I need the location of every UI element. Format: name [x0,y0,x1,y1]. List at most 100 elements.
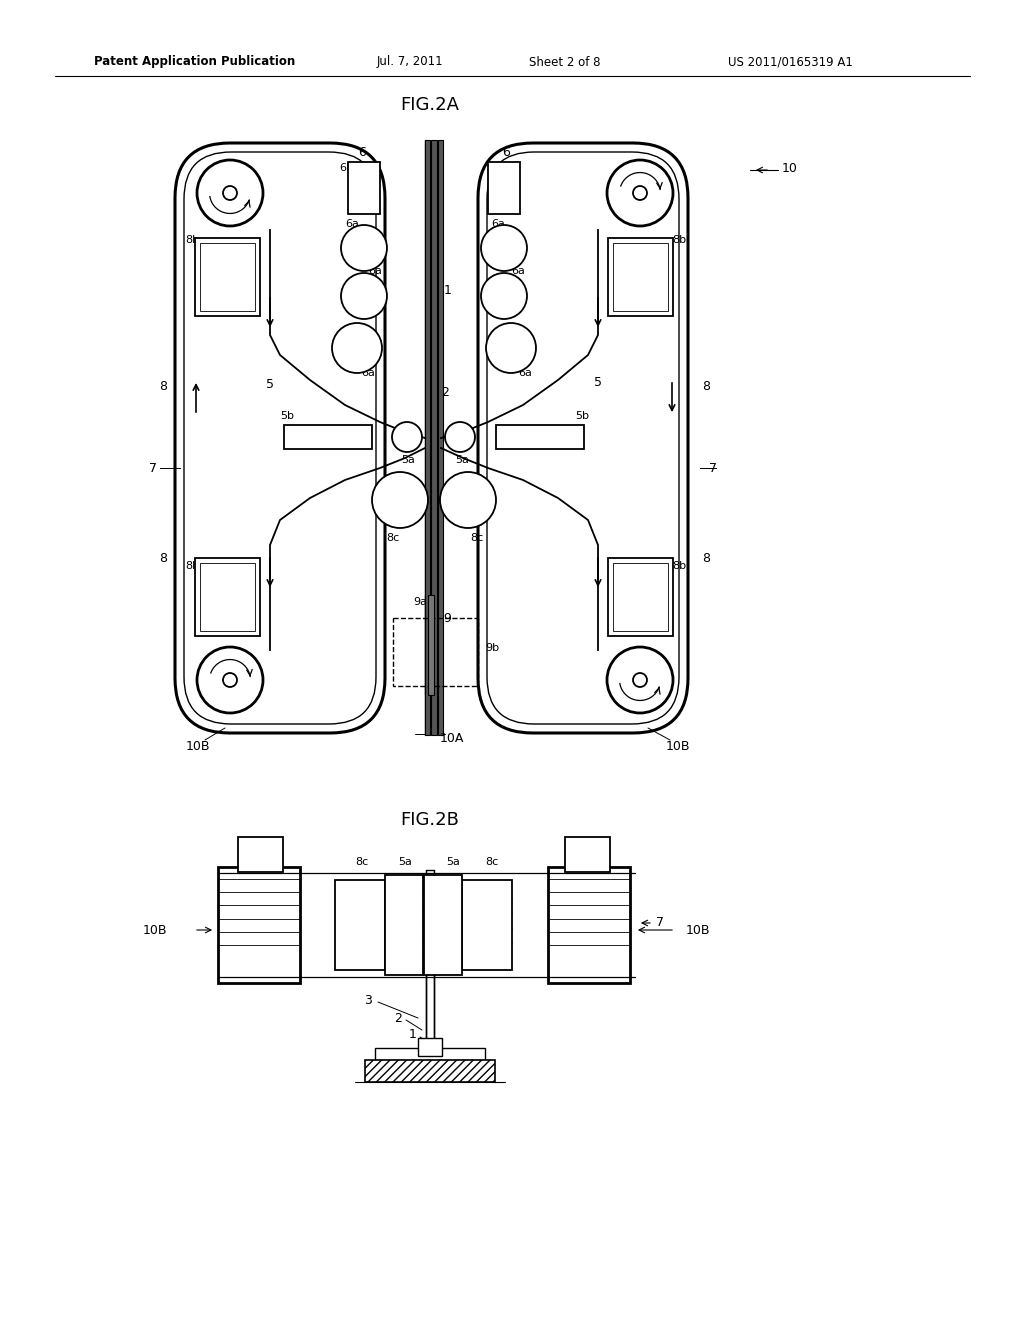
Circle shape [341,273,387,319]
Text: 8a: 8a [588,857,602,867]
Text: 6a: 6a [361,368,375,378]
Bar [608,238,673,315]
Text: 5: 5 [594,376,602,389]
Text: 8c: 8c [355,857,369,867]
Text: 8b: 8b [185,235,199,246]
Text: 8a: 8a [613,565,627,576]
Bar [393,618,478,686]
Text: FIG.2B: FIG.2B [400,810,460,829]
Bar [428,595,434,696]
Text: 5a: 5a [398,857,412,867]
Circle shape [481,224,527,271]
Text: 9b: 9b [485,643,499,653]
Text: 10A: 10A [452,1055,473,1065]
Bar [548,867,630,983]
Text: 8a: 8a [255,857,269,867]
Bar [335,880,385,970]
Bar [424,875,462,975]
Circle shape [223,673,237,686]
Text: 8: 8 [159,552,167,565]
Text: 6: 6 [502,147,510,160]
Bar [218,867,300,983]
Text: 8b: 8b [672,235,686,246]
Text: 6b: 6b [339,162,353,173]
Text: Patent Application Publication: Patent Application Publication [94,55,296,69]
Bar [438,140,443,735]
Text: 1: 1 [444,284,452,297]
Text: 7: 7 [150,462,157,474]
Bar [385,875,423,975]
Bar [200,243,255,312]
Circle shape [607,160,673,226]
Text: 5a: 5a [401,455,415,465]
Text: 5: 5 [266,379,274,392]
Text: 6a: 6a [368,267,382,276]
Bar [195,238,260,315]
Bar [195,558,260,636]
Text: 8: 8 [702,380,710,393]
Text: 8a: 8a [241,246,255,255]
Text: 10B: 10B [666,739,690,752]
Bar [613,564,668,631]
Text: 10B: 10B [142,924,167,936]
Bar [365,1060,495,1082]
Text: 9: 9 [443,611,451,624]
Circle shape [633,186,647,201]
Text: 8a: 8a [613,246,627,255]
Text: 6b: 6b [490,162,504,173]
Bar [418,1038,442,1056]
Text: 8c: 8c [386,533,399,543]
Text: 10B: 10B [686,924,711,936]
Text: 7: 7 [709,462,717,474]
Text: 6a: 6a [492,219,505,228]
Text: 6: 6 [358,147,366,160]
Text: 10B: 10B [185,739,210,752]
Text: US 2011/0165319 A1: US 2011/0165319 A1 [728,55,852,69]
Circle shape [332,323,382,374]
Text: 9a: 9a [413,597,427,607]
Text: 7: 7 [656,916,664,929]
Text: 10: 10 [782,161,798,174]
Circle shape [223,186,237,201]
Text: 8: 8 [702,552,710,565]
Text: Jul. 7, 2011: Jul. 7, 2011 [377,55,443,69]
Circle shape [341,224,387,271]
Text: 6a: 6a [518,368,531,378]
Bar [488,162,520,214]
Text: 1: 1 [409,1028,417,1041]
Text: 3: 3 [365,994,372,1006]
Text: 6a: 6a [345,219,359,228]
Circle shape [197,647,263,713]
Circle shape [607,647,673,713]
Text: 8b: 8b [672,561,686,572]
Bar [348,162,380,214]
Circle shape [440,473,496,528]
Bar [375,1048,485,1060]
Circle shape [372,473,428,528]
Text: 5b: 5b [575,411,589,421]
Text: 2: 2 [394,1011,402,1024]
Bar [608,558,673,636]
Bar [238,837,283,873]
Bar [613,243,668,312]
Text: 9a: 9a [391,1048,406,1059]
Bar [496,425,584,449]
Bar [565,837,610,873]
Text: 9: 9 [371,1065,379,1078]
Bar [425,140,430,735]
Text: 10A: 10A [440,731,464,744]
Text: 6a: 6a [511,267,525,276]
Text: 8: 8 [159,380,167,393]
Text: 8a: 8a [241,565,255,576]
Circle shape [481,273,527,319]
Bar [284,425,372,449]
Text: 5a: 5a [455,455,469,465]
Bar [462,880,512,970]
Text: 5a: 5a [446,857,460,867]
Circle shape [392,422,422,451]
Text: FIG.2A: FIG.2A [400,96,460,114]
Text: 8b: 8b [185,561,199,572]
Text: 2: 2 [441,387,449,400]
Text: Sheet 2 of 8: Sheet 2 of 8 [529,55,601,69]
Bar [200,564,255,631]
